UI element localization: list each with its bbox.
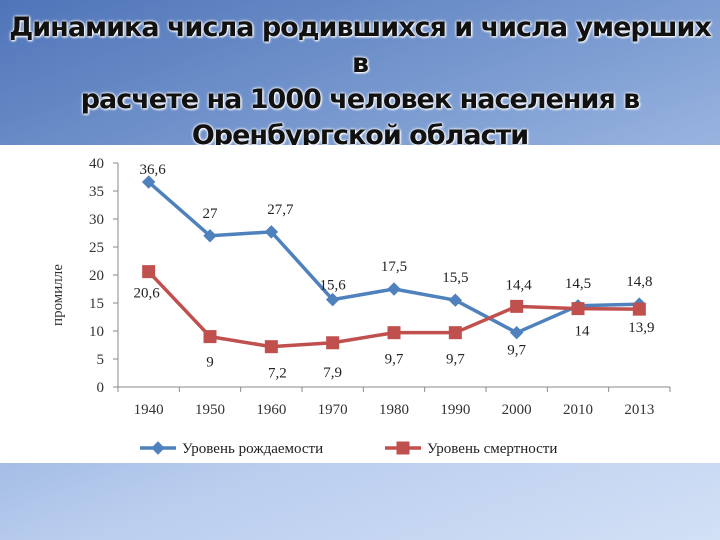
data-point xyxy=(448,293,463,307)
chart-series xyxy=(141,175,647,354)
legend-item-death-rate: Уровень смертности xyxy=(385,441,557,457)
x-tick-label: 1970 xyxy=(318,402,348,418)
data-point xyxy=(264,225,279,239)
y-tick-label: 40 xyxy=(89,156,104,172)
data-point xyxy=(571,302,585,316)
data-point xyxy=(632,302,646,316)
x-tick-label: 2010 xyxy=(563,402,593,418)
data-point xyxy=(151,441,165,455)
data-point xyxy=(510,299,524,313)
legend-item-birth-rate: Уровень рождаемости xyxy=(140,441,323,457)
y-tick-label: 25 xyxy=(89,240,104,256)
data-label: 9,7 xyxy=(446,352,465,368)
data-label: 7,2 xyxy=(268,366,287,382)
data-point xyxy=(509,325,524,340)
y-tick-label: 5 xyxy=(97,352,105,368)
chart-data-labels: 36,6 27 27,7 15,6 17,5 15,5 9,7 14,5 14,8 20,6 9 7,… xyxy=(134,162,655,382)
data-point xyxy=(141,175,156,189)
data-point xyxy=(203,330,217,344)
x-tick-label: 1940 xyxy=(134,402,164,418)
data-label: 27,7 xyxy=(267,202,294,218)
data-label: 15,6 xyxy=(320,278,347,294)
x-tick-label: 1990 xyxy=(440,402,470,418)
series-birth-rate xyxy=(141,175,647,340)
x-tick-label: 1960 xyxy=(256,402,286,418)
y-axis-title: промилле xyxy=(50,264,66,326)
chart-legend: Уровень рождаемости Уровень смертности xyxy=(140,441,557,457)
x-tick-label: 1950 xyxy=(195,402,225,418)
title-line-1: Динамика числа родившихся и числа умерши… xyxy=(9,12,712,79)
legend-label: Уровень смертности xyxy=(427,441,557,457)
data-point xyxy=(264,340,278,354)
series-line xyxy=(147,180,640,335)
y-tick-label: 35 xyxy=(89,184,104,200)
data-point xyxy=(203,229,217,243)
data-label: 27 xyxy=(203,206,219,222)
y-tick-label: 0 xyxy=(97,380,105,396)
data-label: 17,5 xyxy=(381,259,407,275)
data-label: 14 xyxy=(575,324,591,340)
data-point xyxy=(142,265,156,279)
legend-label: Уровень рождаемости xyxy=(182,441,323,457)
y-tick-label: 30 xyxy=(89,212,104,228)
chart-axes: 0 5 10 15 20 25 30 35 40 1940 1950 1960 1970 1980 1990… xyxy=(50,156,671,418)
data-label: 14,5 xyxy=(565,276,591,292)
data-point xyxy=(325,292,340,307)
data-label: 13,9 xyxy=(628,320,654,336)
x-tick-label: 1980 xyxy=(379,402,409,418)
data-point xyxy=(387,326,401,340)
data-label: 9,7 xyxy=(385,352,404,368)
data-label: 9,7 xyxy=(507,343,526,359)
data-point xyxy=(387,282,401,296)
x-tick-label: 2013 xyxy=(624,402,654,418)
data-point xyxy=(396,441,410,455)
chart-panel: 0 5 10 15 20 25 30 35 40 1940 1950 1960 1970 1980 1990… xyxy=(0,145,720,463)
data-label: 14,4 xyxy=(506,277,533,293)
series-death-rate xyxy=(142,265,646,354)
y-tick-label: 10 xyxy=(89,324,104,340)
data-label: 9 xyxy=(206,355,214,371)
data-label: 36,6 xyxy=(140,162,167,178)
data-point xyxy=(326,336,340,350)
data-point xyxy=(448,326,462,340)
title-line-2: расчете на 1000 человек населения в xyxy=(80,84,641,115)
y-tick-label: 20 xyxy=(89,268,104,284)
x-tick-label: 2000 xyxy=(502,402,532,418)
y-tick-label: 15 xyxy=(89,296,104,312)
slide-title: Динамика числа родившихся и числа умерши… xyxy=(0,10,720,154)
data-label: 20,6 xyxy=(134,286,161,302)
data-label: 14,8 xyxy=(626,274,652,290)
line-chart: 0 5 10 15 20 25 30 35 40 1940 1950 1960 1970 1980 1990… xyxy=(50,156,671,457)
data-label: 15,5 xyxy=(442,270,468,286)
data-label: 7,9 xyxy=(323,365,342,381)
